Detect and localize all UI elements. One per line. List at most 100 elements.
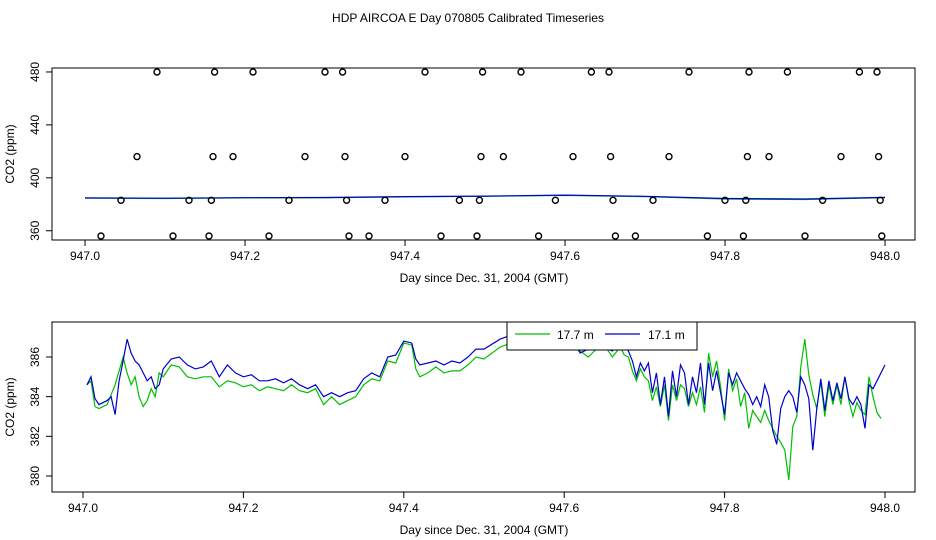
x-tick-label: 947.2 <box>228 501 258 515</box>
figure-title: HDP AIRCOA E Day 070805 Calibrated Times… <box>332 11 604 25</box>
data-point <box>473 232 481 240</box>
x-tick-label: 947.2 <box>230 249 260 263</box>
data-point <box>745 68 753 76</box>
data-point <box>534 232 543 240</box>
y-tick-label: 380 <box>28 466 42 486</box>
data-point <box>342 196 351 205</box>
x-tick-label: 948.0 <box>870 249 900 263</box>
top-points <box>97 68 886 240</box>
data-point <box>169 232 177 240</box>
y-tick-label: 386 <box>28 347 42 367</box>
y-tick-label: 480 <box>28 62 42 82</box>
data-point <box>609 196 617 205</box>
data-point <box>153 68 161 76</box>
x-tick-label: 947.8 <box>710 249 740 263</box>
data-point <box>855 68 864 76</box>
x-tick-label: 947.6 <box>550 249 580 263</box>
top-x-axis-label: Day since Dec. 31, 2004 (GMT) <box>400 271 569 285</box>
bottom-x-ticks: 947.0 947.2 947.4 947.6 947.8 948.0 <box>68 492 900 515</box>
y-tick-label: 440 <box>28 115 42 135</box>
data-point <box>338 68 347 76</box>
data-point <box>401 152 409 161</box>
data-point <box>611 232 620 240</box>
legend-box <box>506 321 698 351</box>
data-point <box>265 232 273 240</box>
data-point <box>285 196 293 205</box>
data-point <box>874 152 883 161</box>
data-point <box>742 196 750 205</box>
data-point <box>210 68 219 76</box>
data-point <box>703 232 712 240</box>
data-point <box>569 152 577 161</box>
x-tick-label: 948.0 <box>870 501 900 515</box>
data-point <box>301 152 309 161</box>
top-y-axis-label: CO2 (ppm) <box>3 124 17 183</box>
data-point <box>341 152 349 161</box>
x-tick-label: 947.4 <box>389 501 419 515</box>
y-tick-label: 400 <box>28 167 42 187</box>
data-point <box>876 196 884 205</box>
data-point <box>837 152 845 161</box>
data-point <box>499 152 508 161</box>
legend: 17.7 m 17.1 m <box>506 321 698 351</box>
data-point <box>475 196 484 205</box>
data-point <box>721 196 729 205</box>
y-tick-label: 384 <box>28 386 42 406</box>
top-lines <box>84 194 886 201</box>
data-point <box>249 68 257 76</box>
data-point <box>421 68 429 76</box>
x-tick-label: 947.0 <box>70 249 100 263</box>
data-point <box>97 232 105 240</box>
data-point <box>551 196 560 205</box>
data-point <box>345 232 353 240</box>
data-point <box>873 68 881 76</box>
bottom-series-line <box>86 330 886 451</box>
x-tick-label: 947.0 <box>68 501 98 515</box>
data-point <box>743 152 752 161</box>
bottom-plot-frame <box>51 321 916 493</box>
bottom-lines <box>86 330 886 481</box>
data-point <box>207 196 216 205</box>
data-point <box>437 232 445 240</box>
data-point <box>765 152 773 161</box>
data-point <box>517 68 525 76</box>
data-point <box>477 152 485 161</box>
legend-label-green: 17.7 m <box>557 328 594 342</box>
data-point <box>739 232 748 240</box>
top-plot-frame <box>51 67 916 241</box>
top-panel: Day since Dec. 31, 2004 (GMT) CO2 (ppm) … <box>3 62 916 285</box>
data-point <box>605 68 613 76</box>
data-point <box>478 68 487 76</box>
top-series-line <box>84 194 886 200</box>
bottom-y-axis-label: CO2 (ppm) <box>3 377 17 436</box>
data-point <box>649 196 657 205</box>
bottom-x-axis-label: Day since Dec. 31, 2004 (GMT) <box>400 523 569 537</box>
data-point <box>133 152 141 161</box>
bottom-y-ticks: 380 382 384 386 <box>28 347 52 486</box>
data-point <box>665 152 673 161</box>
x-tick-label: 947.8 <box>710 501 740 515</box>
bottom-panel: Day since Dec. 31, 2004 (GMT) CO2 (ppm) … <box>3 321 916 537</box>
data-point <box>878 232 886 240</box>
data-point <box>818 196 827 205</box>
data-point <box>587 68 596 76</box>
top-y-ticks: 360 400 440 480 <box>28 62 52 241</box>
data-point <box>801 232 809 240</box>
data-point <box>321 68 329 76</box>
data-point <box>455 196 464 205</box>
data-point <box>185 196 193 205</box>
data-point <box>209 152 217 161</box>
data-point <box>365 232 373 240</box>
top-x-ticks: 947.0 947.2 947.4 947.6 947.8 948.0 <box>70 240 900 263</box>
x-tick-label: 947.6 <box>549 501 579 515</box>
legend-label-blue: 17.1 m <box>648 328 685 342</box>
bottom-series-line <box>86 332 882 481</box>
data-point <box>606 152 615 161</box>
data-point <box>117 196 125 205</box>
data-point <box>631 232 640 240</box>
data-point <box>381 196 389 205</box>
data-point <box>205 232 213 240</box>
data-point <box>229 152 237 161</box>
data-point <box>685 68 693 76</box>
